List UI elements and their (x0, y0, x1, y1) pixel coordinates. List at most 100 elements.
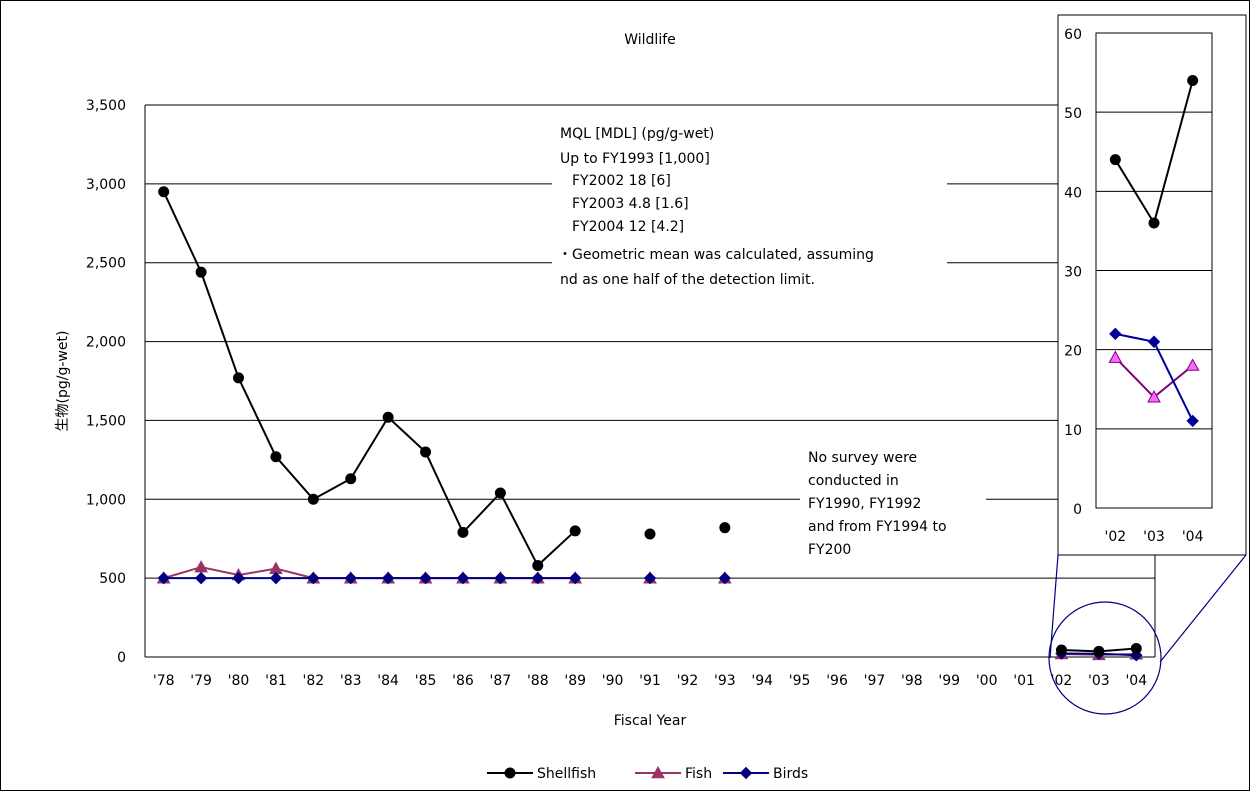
x-tick-label: '86 (452, 673, 474, 689)
data-point-shellfish (569, 525, 581, 537)
x-tick-label: '82 (302, 673, 324, 689)
inset-data-point-fish (1185, 358, 1200, 371)
x-tick-label: '03 (1088, 673, 1110, 689)
data-point-shellfish (494, 487, 506, 499)
mql-note-line: FY2004 12 [4.2] (572, 219, 684, 235)
zoom-circle (1048, 601, 1162, 715)
data-point-birds (194, 571, 208, 585)
y-tick-label: 500 (99, 571, 126, 587)
x-tick-label: '90 (602, 673, 624, 689)
data-point-shellfish (158, 186, 170, 198)
x-tick-label: '00 (976, 673, 998, 689)
x-tick-label: '92 (677, 673, 699, 689)
x-tick-label: '79 (190, 673, 212, 689)
data-point-shellfish (1055, 644, 1067, 656)
inset-y-tick-label: 0 (1073, 502, 1082, 518)
inset-x-tick-label: '03 (1143, 529, 1165, 545)
legend-marker-fish (651, 765, 665, 779)
data-point-shellfish (1130, 642, 1142, 654)
data-point-birds (157, 571, 170, 585)
survey-note-background (800, 440, 986, 570)
data-point-shellfish (270, 451, 282, 463)
y-tick-label: 1,000 (86, 492, 126, 508)
data-point-fish (269, 561, 283, 574)
data-point-birds (568, 571, 582, 585)
data-point-birds (307, 571, 320, 585)
x-tick-label: '01 (1013, 673, 1035, 689)
data-point-birds (494, 571, 507, 585)
x-tick-label: '87 (490, 673, 512, 689)
data-point-birds (456, 571, 470, 585)
inset-data-point-birds (1109, 327, 1122, 341)
mql-note-line: Up to FY1993 [1,000] (560, 151, 710, 167)
mql-note-background (552, 118, 947, 296)
inset-data-point-shellfish (1109, 154, 1121, 166)
data-point-shellfish (420, 446, 432, 458)
series-line-shellfish (162, 191, 576, 568)
legend-marker-shellfish (504, 767, 516, 779)
zoom-connector-right (1159, 554, 1247, 663)
x-tick-label: '96 (826, 673, 848, 689)
data-point-shellfish (719, 522, 731, 534)
mql-note-line: FY2003 4.8 [1.6] (572, 196, 689, 212)
x-tick-label: '93 (714, 673, 736, 689)
data-point-birds (718, 571, 732, 585)
y-tick-label: 1,500 (86, 413, 126, 429)
y-tick-label: 2,500 (86, 256, 126, 272)
x-tick-label: '95 (789, 673, 811, 689)
inset-data-point-shellfish (1148, 217, 1160, 229)
data-point-shellfish (233, 372, 245, 384)
x-tick-label: '78 (153, 673, 175, 689)
inset-data-point-fish (1147, 390, 1161, 403)
data-point-shellfish (644, 528, 656, 540)
x-tick-label: '85 (415, 673, 437, 689)
y-tick-label: 3,500 (86, 98, 126, 114)
inset-y-tick-label: 50 (1064, 106, 1082, 122)
mql-note-line: MQL [MDL] (pg/g-wet) (560, 126, 714, 142)
x-tick-label: '83 (340, 673, 362, 689)
legend-marker-birds (739, 766, 753, 780)
survey-note-line: and from FY1994 to (808, 519, 947, 535)
data-point-shellfish (1093, 645, 1105, 657)
y-tick-label: 0 (117, 650, 126, 666)
survey-note-line: conducted in (808, 473, 899, 489)
data-point-birds (381, 571, 395, 585)
inset-y-tick-label: 10 (1064, 423, 1082, 439)
mql-note-line: nd as one half of the detection limit. (560, 272, 815, 288)
data-point-shellfish (532, 560, 544, 572)
inset-zoom: 0 10 20 30 40 50 60 '02 '03 '04 (1049, 14, 1247, 663)
x-tick-label: '81 (265, 673, 287, 689)
legend-label-shellfish: Shellfish (537, 766, 596, 782)
legend-label-birds: Birds (773, 766, 808, 782)
inset-data-point-shellfish (1187, 75, 1199, 86)
x-tick-label: '89 (564, 673, 586, 689)
survey-note-line: FY1990, FY1992 (808, 496, 921, 512)
data-point-birds (643, 571, 657, 585)
y-tick-label: 2,000 (86, 335, 126, 351)
legend-label-fish: Fish (685, 766, 712, 782)
x-tick-label: '94 (751, 673, 773, 689)
y-tick-label: 3,000 (86, 177, 126, 193)
mql-note-line: FY2002 18 [6] (572, 173, 671, 189)
inset-data-point-fish (1108, 350, 1123, 363)
data-point-shellfish (195, 266, 207, 278)
data-point-birds (269, 571, 283, 585)
data-point-birds (344, 571, 357, 585)
inset-y-tick-label: 60 (1064, 27, 1082, 43)
inset-y-tick-label: 20 (1064, 344, 1082, 360)
data-point-shellfish (382, 411, 394, 423)
y-axis-title: 生物(pg/g-wet) (55, 331, 71, 432)
chart-title: Wildlife (624, 32, 676, 48)
inset-x-tick-label: '02 (1104, 529, 1126, 545)
inset-data-point-birds (1186, 414, 1199, 428)
inset-data-point-birds (1147, 335, 1161, 348)
x-tick-label: '98 (901, 673, 923, 689)
x-tick-label: '80 (228, 673, 250, 689)
data-point-shellfish (345, 473, 357, 485)
x-tick-label: '91 (639, 673, 661, 689)
data-point-birds (419, 571, 432, 585)
data-point-birds (232, 571, 245, 585)
inset-y-tick-label: 30 (1064, 265, 1082, 281)
data-point-birds (531, 571, 544, 585)
